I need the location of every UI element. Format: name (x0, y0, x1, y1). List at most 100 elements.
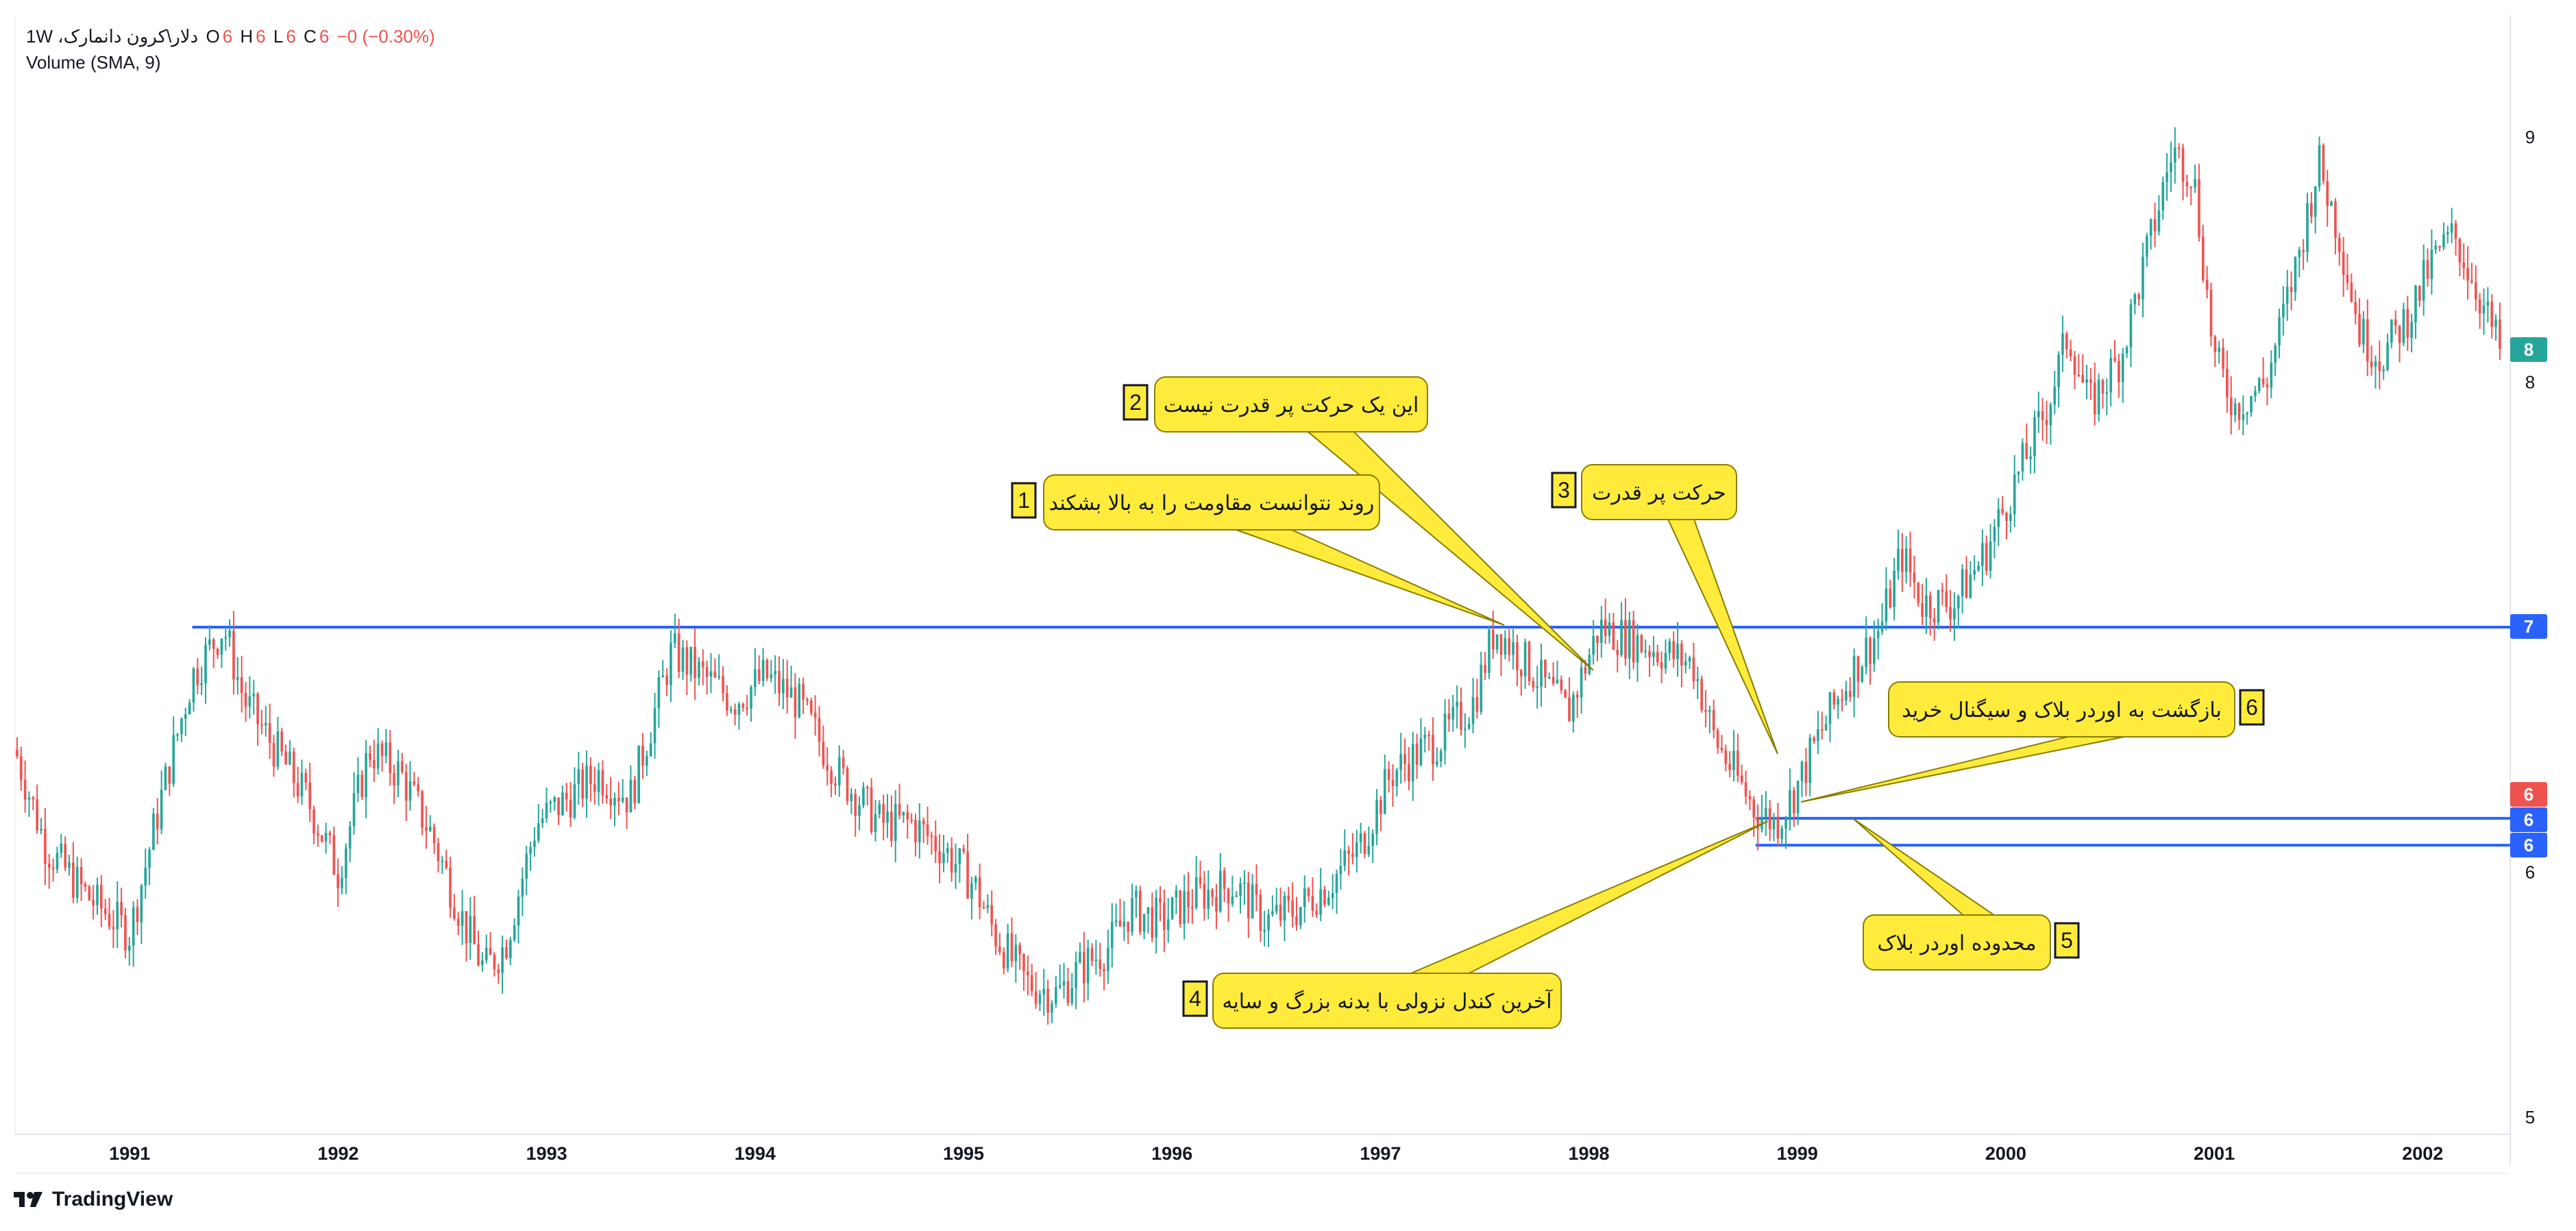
candle-body (1215, 897, 1218, 912)
candle (637, 745, 640, 804)
price-tick-label: 8 (2525, 372, 2535, 393)
candle (2237, 402, 2241, 430)
candle (373, 740, 376, 782)
callout-pointer (1853, 818, 2000, 918)
candle-body (942, 853, 945, 864)
candle-body (1945, 591, 1948, 607)
candle (127, 937, 131, 966)
tradingview-brand[interactable]: TradingView (14, 1188, 173, 1211)
candle (2073, 351, 2076, 389)
candle-body (413, 781, 416, 785)
candle (1776, 803, 1780, 846)
candle (1600, 605, 1603, 658)
candle (132, 901, 135, 967)
candle (2298, 246, 2301, 278)
candle (2005, 511, 2008, 540)
candle-body (1303, 888, 1306, 907)
candle-body (577, 769, 580, 785)
candle (2189, 186, 2193, 206)
candle-body (918, 820, 921, 842)
candle-body (1993, 526, 1996, 542)
candle-body (922, 820, 925, 825)
candle-body (2346, 274, 2349, 283)
candle (1319, 868, 1322, 921)
candle-body (2069, 349, 2072, 356)
candle (88, 884, 91, 901)
candle-body (1668, 641, 1671, 653)
candle (1604, 598, 1607, 644)
candle-body (2438, 245, 2441, 247)
candle (1432, 717, 1434, 781)
candle (103, 899, 107, 921)
candle-body (1596, 635, 1599, 643)
candle (136, 899, 139, 936)
candle (60, 833, 63, 858)
candle (96, 877, 99, 915)
candle (2209, 282, 2213, 347)
candle (421, 790, 424, 836)
candle-body (1239, 883, 1242, 896)
candle (160, 770, 163, 835)
candle-body (898, 804, 901, 816)
candle (1688, 655, 1691, 670)
candle-body (19, 756, 23, 780)
candle (1624, 598, 1627, 666)
candle-body (906, 812, 909, 820)
candle-body (224, 637, 228, 639)
candle (1784, 816, 1787, 849)
candle (754, 648, 757, 696)
candle (276, 716, 280, 770)
candle (2350, 273, 2353, 302)
candle (1804, 748, 1808, 796)
candle-body (2029, 456, 2032, 459)
candle-body (698, 661, 700, 679)
candle-body (2298, 249, 2301, 257)
candle-body (2482, 305, 2486, 314)
candle-body (2181, 148, 2185, 182)
candle-body (1075, 962, 1077, 988)
candle-body (1969, 574, 1972, 598)
candle-body (1439, 751, 1443, 761)
candle (40, 818, 42, 835)
candle (2053, 371, 2057, 415)
candle-body (308, 782, 312, 809)
candle-body (1471, 697, 1475, 724)
candle (701, 649, 704, 685)
candle (2201, 224, 2205, 283)
candle-body (324, 832, 328, 842)
candle-body (1411, 744, 1414, 782)
candle-body (2418, 285, 2421, 301)
candle-body (75, 867, 79, 898)
candle-body (1399, 754, 1403, 770)
candle (1824, 716, 1828, 731)
candle (428, 815, 432, 832)
candle-body (525, 853, 528, 879)
candle-body (1062, 981, 1066, 986)
open-label: O (206, 26, 220, 47)
candle (1295, 897, 1298, 931)
candle (19, 746, 23, 792)
candle (2166, 153, 2168, 202)
candle-body (2490, 302, 2494, 328)
candle (837, 745, 841, 797)
candle-body (914, 820, 917, 842)
candle-body (1865, 637, 1867, 668)
candle-body (2129, 304, 2133, 348)
candle (757, 655, 761, 685)
candle-body (1427, 734, 1430, 736)
callout-number-badge (1123, 384, 1149, 421)
candle (629, 765, 633, 813)
candle (1123, 901, 1126, 941)
candle (826, 747, 829, 785)
candle-body (68, 862, 71, 868)
candle (47, 853, 51, 889)
callout-box (1581, 464, 1737, 520)
candle (717, 654, 721, 680)
candle (1828, 692, 1832, 742)
candle (561, 785, 564, 816)
candle (456, 912, 460, 936)
candle (2306, 193, 2309, 263)
candle (1415, 733, 1419, 779)
